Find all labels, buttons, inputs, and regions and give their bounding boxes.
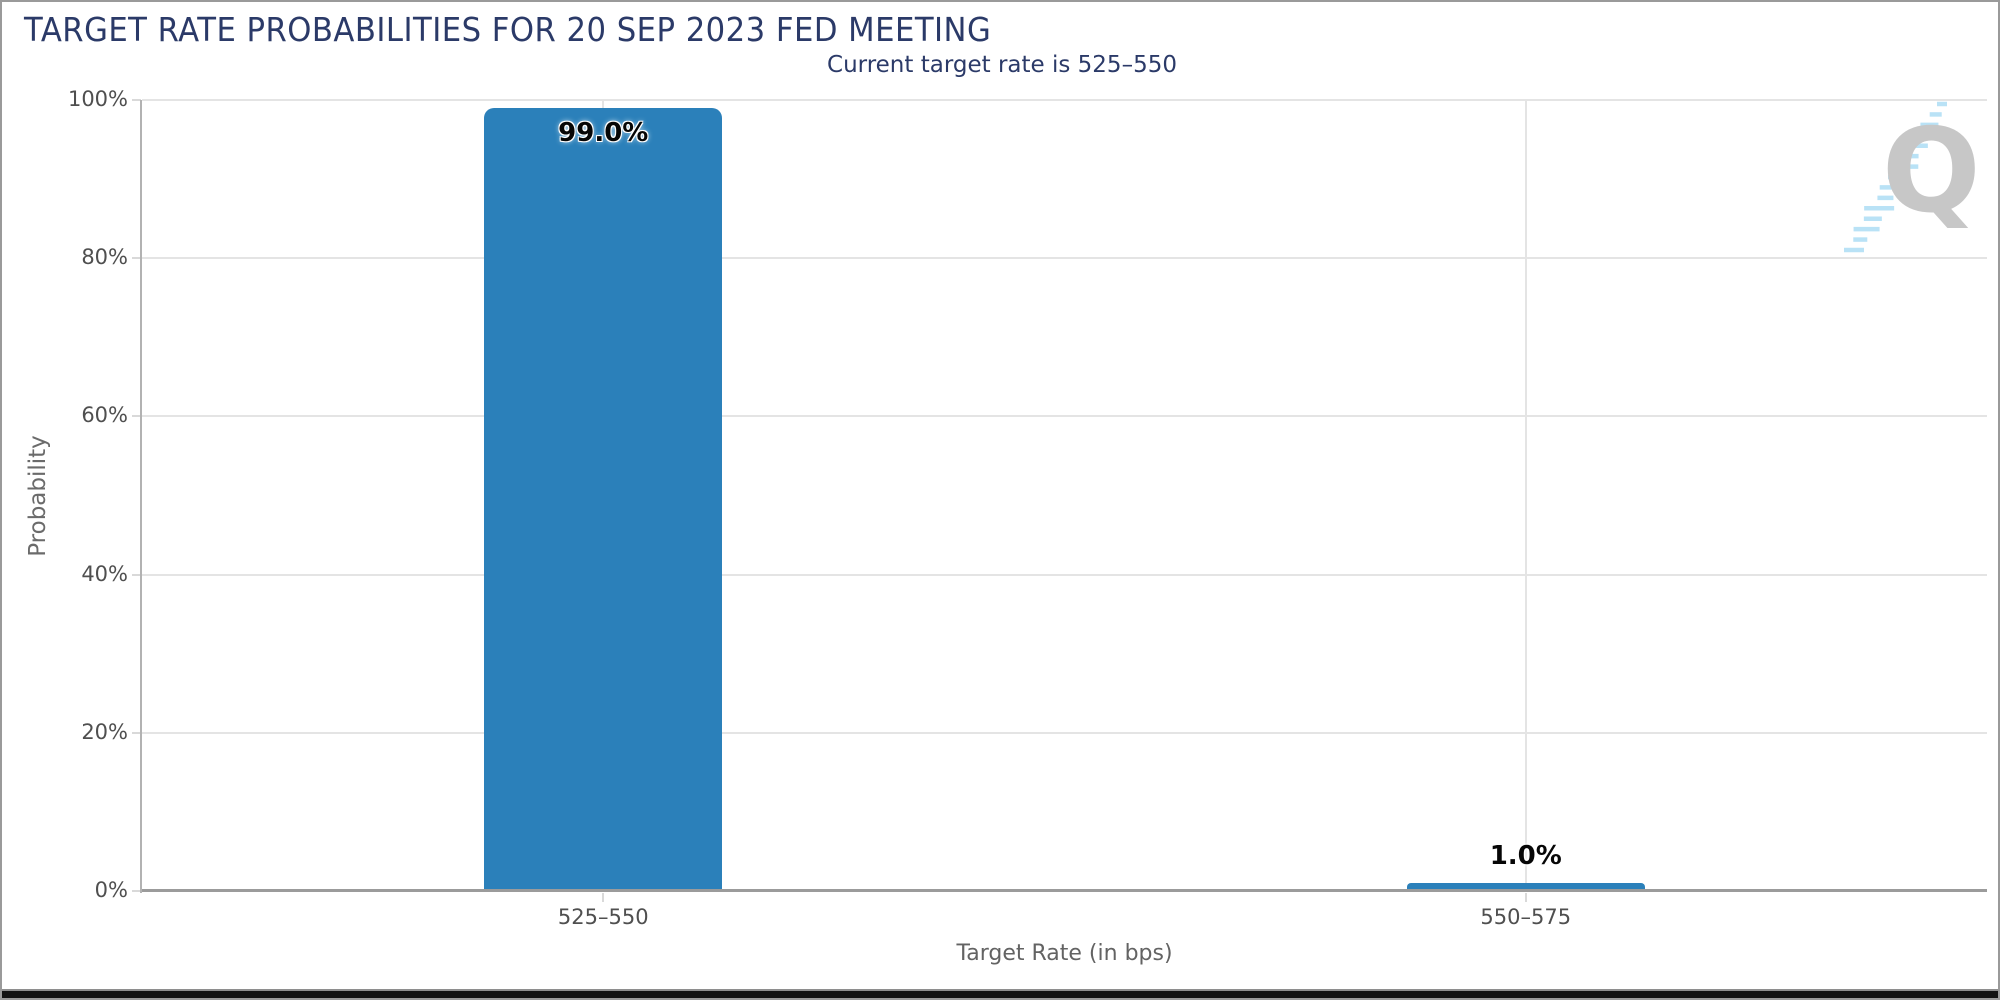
x-tick-label: 550–575: [1480, 905, 1572, 929]
y-axis-line: [140, 100, 142, 893]
chart-subtitle: Current target rate is 525–550: [827, 52, 1177, 78]
y-tick-mark: [132, 257, 141, 260]
plot-area: [140, 99, 1987, 893]
y-tick-mark: [132, 890, 141, 892]
bar-550–575[interactable]: [1406, 883, 1645, 891]
brand-logo: Q: [1844, 100, 1984, 255]
logo-q-glyph: Q: [1882, 104, 1981, 239]
logo-swoosh-icon: [1844, 101, 1947, 253]
y-tick-label: 100%: [67, 87, 128, 111]
gridline-horizontal: [142, 731, 1987, 734]
x-tick-label: 525–550: [557, 905, 649, 929]
gridline-vertical: [1524, 100, 1527, 891]
chart-title: TARGET RATE PROBABILITIES FOR 20 SEP 202…: [24, 10, 992, 49]
y-tick-mark: [132, 415, 141, 418]
y-tick-label: 40%: [81, 561, 128, 586]
x-axis-line: [142, 889, 1987, 892]
y-tick-mark: [132, 99, 141, 101]
y-tick-mark: [132, 573, 141, 576]
y-tick-mark: [132, 731, 141, 734]
y-axis-title: Probability: [25, 435, 51, 557]
bar-value-label: 1.0%: [1489, 841, 1562, 871]
gridline-horizontal: [142, 415, 1987, 418]
bar-525–550[interactable]: [484, 108, 723, 891]
y-tick-label: 60%: [81, 403, 128, 428]
x-tick-mark: [602, 893, 605, 902]
y-tick-label: 0%: [94, 878, 128, 902]
x-tick-mark: [1524, 893, 1527, 902]
y-tick-label: 20%: [81, 719, 128, 744]
window-bottom-edge: [2, 989, 1998, 998]
bar-value-label: 99.0%: [558, 118, 649, 148]
x-axis-title: Target Rate (in bps): [956, 941, 1173, 966]
y-tick-label: 80%: [81, 245, 128, 270]
gridline-horizontal: [142, 257, 1987, 260]
gridline-horizontal: [142, 99, 1987, 101]
gridline-horizontal: [142, 573, 1987, 576]
